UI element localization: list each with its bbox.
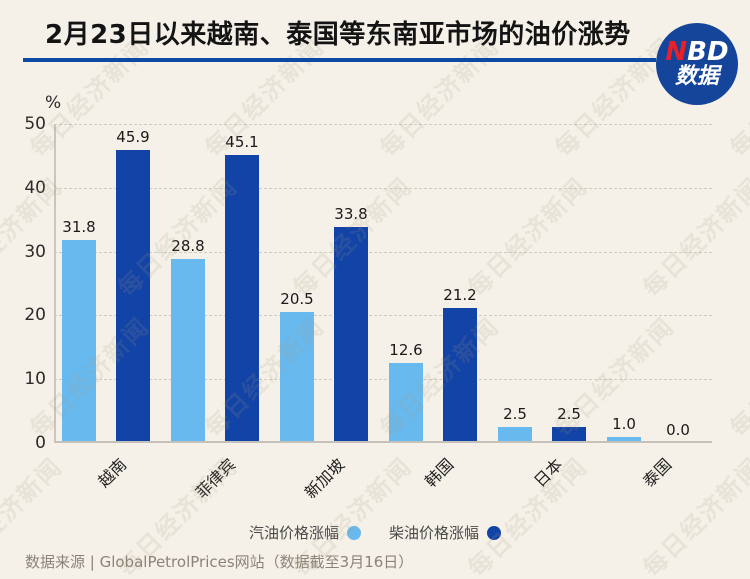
y-axis-unit-label: % bbox=[45, 93, 62, 113]
gridline bbox=[54, 251, 712, 253]
bar-segment bbox=[389, 362, 423, 443]
bar-value-label: 31.8 bbox=[62, 218, 96, 237]
bar-value-label: 12.6 bbox=[389, 340, 423, 359]
nbd-logo-subtitle: 数据 bbox=[674, 64, 719, 89]
bar-segment bbox=[498, 427, 532, 443]
legend-label: 汽油价格涨幅 bbox=[248, 524, 339, 542]
title-underline bbox=[23, 58, 656, 62]
bar-segment bbox=[62, 240, 96, 443]
legend-item-diesel: 柴油价格涨幅 bbox=[389, 522, 502, 543]
bar-segment bbox=[225, 155, 259, 443]
bar-segment bbox=[334, 227, 368, 443]
gridline bbox=[54, 187, 712, 189]
y-axis-tick-label: 20 bbox=[24, 305, 46, 326]
nbd-logo: NBD 数据 bbox=[656, 23, 738, 105]
x-axis-label: 新加坡 bbox=[300, 454, 349, 503]
bar-value-label: 45.1 bbox=[225, 133, 259, 152]
bar-segment bbox=[552, 427, 586, 443]
gridline bbox=[54, 124, 712, 125]
gridline bbox=[54, 379, 712, 381]
x-axis-label: 菲律宾 bbox=[191, 454, 240, 503]
bar-segment bbox=[116, 150, 150, 443]
legend-label: 柴油价格涨幅 bbox=[389, 524, 480, 542]
legend-dot-icon bbox=[487, 525, 502, 540]
bar-value-label: 33.8 bbox=[334, 205, 368, 224]
page-title: 2月23日以来越南、泰国等东南亚市场的油价涨势 bbox=[45, 20, 631, 50]
bar-value-label: 1.0 bbox=[612, 414, 636, 433]
data-source-note: 数据来源 | GlobalPetrolPrices网站（数据截至3月16日） bbox=[25, 553, 414, 571]
y-axis-tick-label: 30 bbox=[24, 241, 46, 262]
plot-area: 31.8 45.9 28.8 45.1 20.5 33.8 12.6 21.2 2.5 2.5 1.… bbox=[54, 124, 712, 443]
legend-item-gasoline: 汽油价格涨幅 bbox=[249, 522, 361, 543]
bar-value-label: 20.5 bbox=[280, 290, 314, 309]
bar-value-label: 0.0 bbox=[666, 421, 690, 439]
bar-value-label: 28.8 bbox=[171, 237, 205, 256]
y-axis-tick-label: 10 bbox=[24, 369, 46, 390]
y-axis-tick-label: 0 bbox=[35, 433, 46, 453]
bar-segment bbox=[280, 312, 314, 443]
bar-value-label: 2.5 bbox=[503, 405, 527, 424]
bar-segment bbox=[171, 259, 205, 443]
nbd-logo-letter-n: N bbox=[665, 37, 688, 67]
legend-dot-icon bbox=[347, 525, 361, 540]
y-axis-tick-label: 50 bbox=[24, 114, 46, 134]
gridline bbox=[54, 315, 712, 317]
nbd-logo-letters-bd: BD bbox=[687, 37, 729, 67]
bar-value-label: 45.9 bbox=[116, 128, 150, 147]
bar-segment bbox=[443, 307, 477, 443]
x-axis-label: 日本 bbox=[530, 454, 567, 491]
x-axis-line bbox=[54, 441, 712, 443]
chart-legend: 汽油价格涨幅 柴油价格涨幅 bbox=[0, 522, 750, 543]
y-axis-line bbox=[54, 124, 56, 443]
x-axis-label: 越南 bbox=[94, 454, 131, 491]
bar-segment bbox=[607, 436, 641, 443]
bar-value-label: 2.5 bbox=[557, 405, 581, 424]
x-axis-label: 韩国 bbox=[421, 454, 458, 491]
x-axis-label: 泰国 bbox=[639, 454, 676, 491]
y-axis-tick-label: 40 bbox=[24, 177, 46, 198]
nbd-logo-name: NBD bbox=[665, 39, 728, 65]
bar-value-label: 21.2 bbox=[443, 285, 477, 304]
